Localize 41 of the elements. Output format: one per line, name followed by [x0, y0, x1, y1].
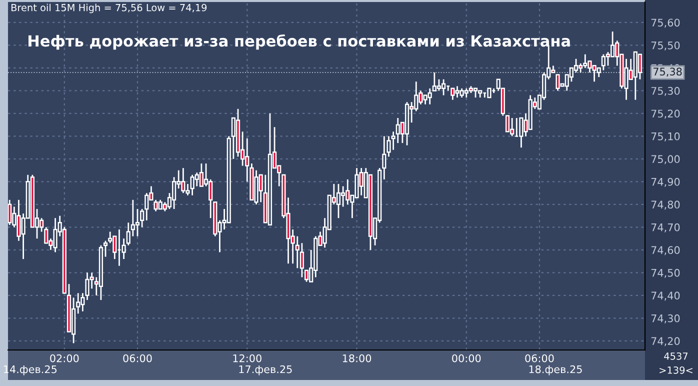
candlestick: [76, 292, 80, 314]
ref-line-label: 75,38: [654, 68, 682, 77]
y-tick-label: 74,30: [651, 314, 680, 324]
y-tick-label: 74,40: [651, 292, 680, 301]
text: >139<: [660, 366, 692, 374]
x-tick-label: 12:00: [233, 354, 262, 362]
candlestick: [336, 183, 341, 219]
y-tick-label: 75,10: [651, 132, 680, 142]
x-tick-label: 06:00: [123, 354, 152, 362]
candlestick: [574, 58, 578, 74]
text: 17.фев.25: [239, 365, 292, 376]
candlestick: [295, 236, 300, 269]
candlestick: [505, 115, 510, 132]
y-tick-label: 75,60: [651, 18, 680, 28]
candlestick: [473, 88, 478, 98]
candlestick: [8, 199, 12, 226]
text: 18.фев.25: [529, 365, 582, 376]
x-tick-label: 18:00: [342, 354, 372, 362]
candlestick: [103, 240, 108, 258]
y-tick-label: 74,70: [651, 223, 680, 232]
y-tick-label: 75,00: [651, 155, 680, 164]
text: 4537: [664, 352, 688, 360]
text: Нефть дорожает из-за перебоев с поставками из Казахстана: [28, 34, 570, 50]
y-tick-label: 75,30: [651, 86, 680, 96]
x-tick-label: 00:00: [452, 354, 481, 362]
x-tick-label: 02:00: [50, 354, 79, 362]
y-tick-label: 74,20: [651, 337, 680, 346]
y-tick-label: 75,50: [651, 41, 680, 50]
candlestick: [300, 242, 304, 278]
y-tick-label: 74,50: [651, 268, 680, 278]
candlestick: [135, 208, 140, 237]
y-tick-label: 75,20: [651, 110, 680, 119]
y-tick-label: 74,60: [651, 246, 680, 256]
candlestick: [638, 54, 642, 80]
candlestick: [304, 270, 309, 282]
candlestick: [436, 78, 442, 92]
candlestick: [487, 88, 492, 98]
y-tick-label: 74,90: [651, 178, 680, 187]
chart-subtitle: Brent oil 15M High = 75,56 Low = 74,19: [12, 4, 207, 14]
y-tick-label: 74,80: [651, 200, 680, 210]
x-tick-label: 06:00: [525, 354, 554, 362]
